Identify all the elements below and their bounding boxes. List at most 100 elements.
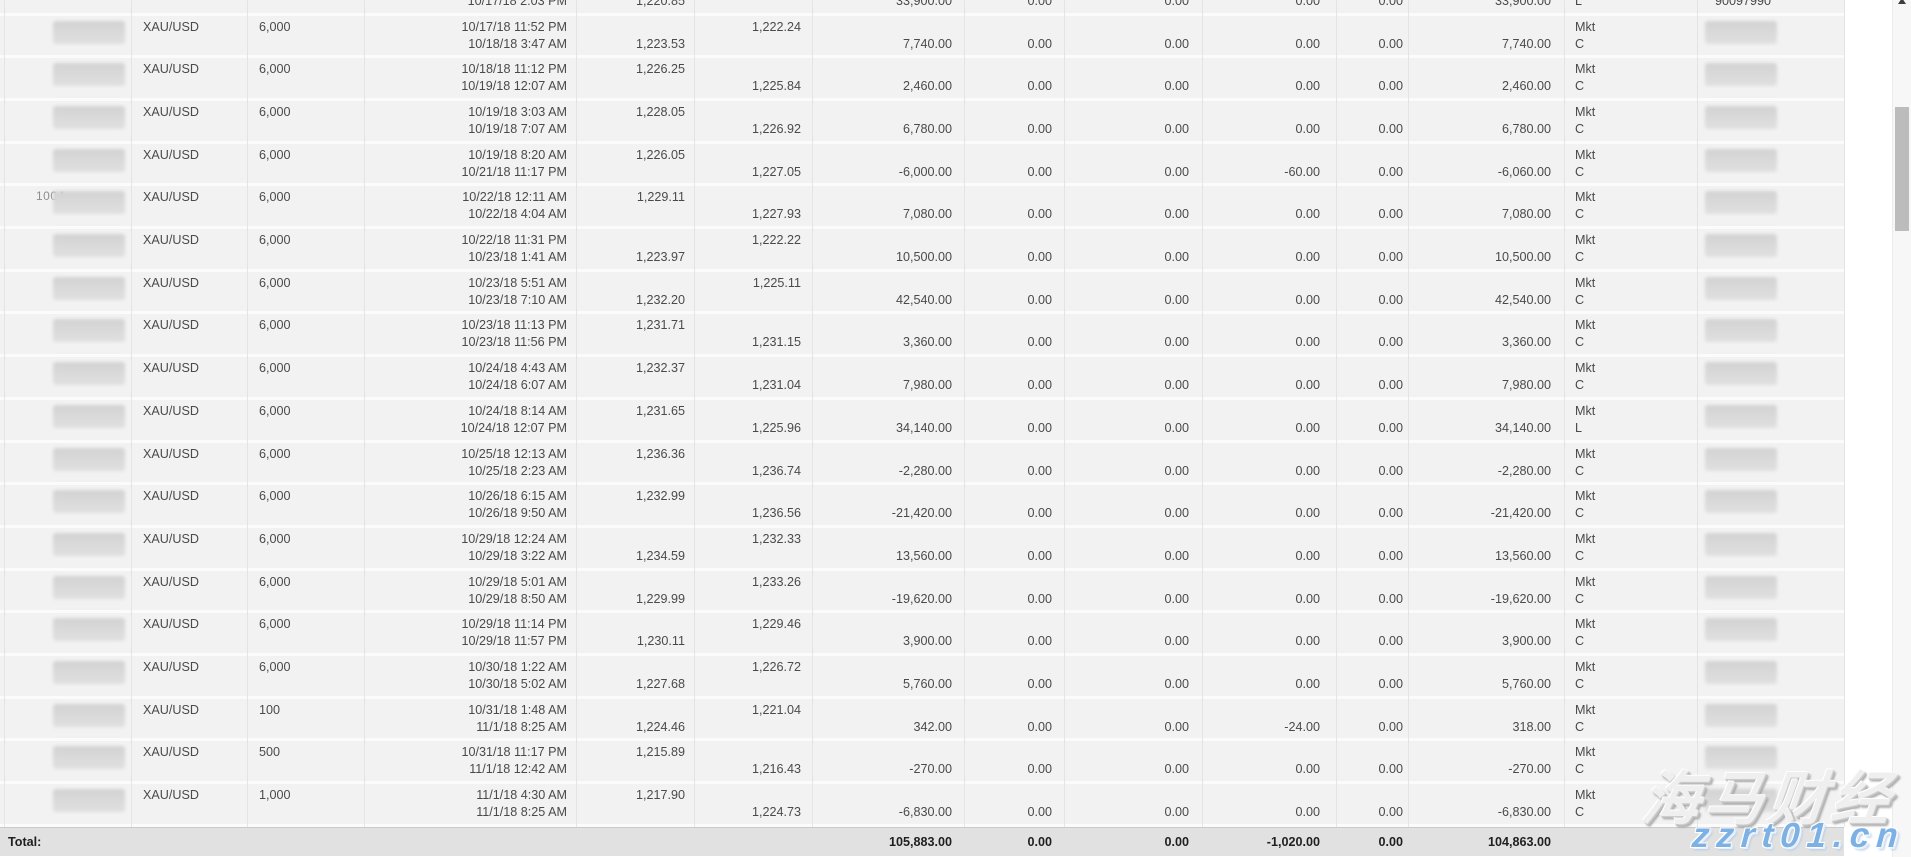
quantity-cell: 6,000 [247, 186, 364, 226]
rollover-value: 0.00 [1295, 292, 1320, 307]
trade-id-redacted [53, 404, 125, 428]
rollover-value: 0.00 [1295, 676, 1320, 691]
ticket-redacted [1705, 148, 1777, 172]
pnl-cell: -6,830.00 [812, 784, 964, 824]
net-pnl-value: 3,900.00 [1501, 634, 1551, 649]
bought-price-cell: 1,231.15 [694, 314, 812, 354]
pnl-cell: -2,280.00 [812, 443, 964, 483]
trade-id-cell [0, 314, 131, 354]
quantity-value: 6,000 [259, 147, 291, 162]
quantity-cell: 6,000 [247, 443, 364, 483]
trade-row: XAU/USD 6,000 10/18/18 11:12 PM 10/19/18 12… [0, 58, 1844, 102]
ticket-redacted [1705, 532, 1777, 556]
trade-row: XAU/USD 6,000 10/29/18 12:24 AM 10/29/18 3:… [0, 527, 1844, 571]
commission-value: 0.00 [1027, 79, 1052, 94]
order-type-cell: Mkt L [1564, 400, 1697, 440]
market-cell: XAU/USD [131, 784, 247, 824]
datetime-cell: 10/31/18 1:48 AM 11/1/18 8:25 AM [364, 699, 576, 739]
bought-price-cell: 1,236.74 [694, 443, 812, 483]
rollover-value: 0.00 [1295, 122, 1320, 137]
pnl-cell: 7,740.00 [812, 16, 964, 56]
market-symbol: XAU/USD [143, 19, 199, 34]
order-type-cell: Mkt C [1564, 699, 1697, 739]
order-type-open: Mkt [1575, 702, 1596, 717]
market-cell: XAU/USD [131, 58, 247, 98]
sold-price-cell: 1,236.36 [576, 443, 694, 483]
quantity-cell: 6,000 [247, 571, 364, 611]
sold-price: 1,230.11 [636, 634, 685, 649]
rollover-value: 0.00 [1295, 207, 1320, 222]
sold-price-cell: 1,230.11 [576, 613, 694, 653]
close-time: 10/19/18 12:07 AM [461, 79, 567, 94]
fees-value: 0.00 [1164, 207, 1189, 222]
sold-price-cell: 1,232.20 [576, 272, 694, 312]
commission-value: 0.00 [1027, 762, 1052, 777]
sold-price [576, 463, 685, 480]
column-separator [964, 0, 965, 827]
market-symbol: XAU/USD [143, 702, 199, 717]
order-type-open: Mkt [1575, 233, 1596, 248]
datetime-cell: 10/30/18 1:22 AM 10/30/18 5:02 AM [364, 656, 576, 696]
total-adjustment: 0.00 [1378, 834, 1403, 849]
ticket-cell [1697, 699, 1844, 739]
ticket-cell: 90097990 [1697, 0, 1844, 13]
pnl-value: 342.00 [913, 719, 952, 734]
column-separator [1408, 0, 1409, 827]
datetime-cell: 10/24/18 4:43 AM 10/24/18 6:07 AM [364, 357, 576, 397]
sold-price: 1,220.85 [635, 0, 685, 9]
order-type-cell: Mkt C [1564, 58, 1697, 98]
trade-row: XAU/USD 6,000 10/29/18 11:14 PM 10/29/18 11… [0, 613, 1844, 656]
order-type-close: C [1575, 335, 1585, 350]
fees-cell: 0.00 [1064, 443, 1202, 483]
sold-price-cell: 1,217.90 [576, 784, 694, 824]
net-pnl-cell: 2,460.00 [1408, 58, 1564, 98]
quantity-cell: 6,000 [247, 400, 364, 440]
rollover-value: 0.00 [1295, 335, 1320, 350]
datetime-cell: 10/22/18 12:11 AM 10/22/18 4:04 AM [364, 186, 576, 226]
commission-value: 0.00 [1027, 591, 1052, 606]
rollover-value: 0.00 [1295, 36, 1320, 51]
commission-cell: 0.00 [964, 528, 1064, 568]
order-type-close: C [1575, 79, 1585, 94]
adjustment-cell: 0.00 [1336, 528, 1408, 568]
trade-id-redacted [53, 660, 125, 684]
bought-price: 1,225.96 [751, 420, 801, 435]
adjustment-value: 0.00 [1378, 676, 1403, 691]
scrollbar-thumb[interactable] [1895, 107, 1909, 231]
order-type-close: C [1575, 250, 1585, 265]
adjustment-value: 0.00 [1378, 591, 1403, 606]
fees-value: 0.00 [1164, 506, 1189, 521]
bought-price-cell: 1,229.46 [694, 613, 812, 653]
rollover-value: 0.00 [1295, 506, 1320, 521]
commission-cell: 0.00 [964, 0, 1064, 13]
net-pnl-cell: 7,980.00 [1408, 357, 1564, 397]
fees-value: 0.00 [1164, 420, 1189, 435]
datetime-cell: 10/29/18 11:14 PM 10/29/18 11:57 PM [364, 613, 576, 653]
fees-cell: 0.00 [1064, 656, 1202, 696]
sold-price-cell: 1,227.68 [576, 656, 694, 696]
rollover-cell: 0.00 [1202, 528, 1336, 568]
trade-id-redacted [53, 746, 125, 770]
adjustment-value: 0.00 [1378, 292, 1403, 307]
vertical-scrollbar[interactable] [1892, 0, 1911, 857]
scroll-up-arrow-icon[interactable] [1898, 0, 1906, 4]
commission-cell: 0.00 [964, 485, 1064, 525]
trade-row: XAU/USD 6,000 10/22/18 11:31 PM 10/23/18 1:… [0, 229, 1844, 272]
net-pnl-value: 42,540.00 [1494, 292, 1551, 307]
fees-value: 0.00 [1164, 335, 1189, 350]
commission-value: 0.00 [1027, 164, 1052, 179]
market-symbol: XAU/USD [143, 361, 199, 376]
fees-cell: 0.00 [1064, 314, 1202, 354]
sold-price-cell: 1,223.97 [576, 229, 694, 269]
trade-row: 1004 XAU/USD 6,000 10/22/18 12:11 AM 10/22/1… [0, 186, 1844, 230]
sold-price [576, 659, 685, 676]
quantity-value: 1,000 [259, 787, 291, 802]
fees-cell: 0.00 [1064, 186, 1202, 226]
open-time: 10/29/18 5:01 AM [468, 574, 567, 589]
bought-price [694, 633, 801, 650]
sold-price: 1,234.59 [635, 548, 685, 563]
trade-id-redacted [53, 106, 125, 130]
close-time: 11/1/18 8:25 AM [476, 804, 567, 819]
net-pnl-value: 5,760.00 [1501, 676, 1551, 691]
bought-price [694, 292, 801, 309]
